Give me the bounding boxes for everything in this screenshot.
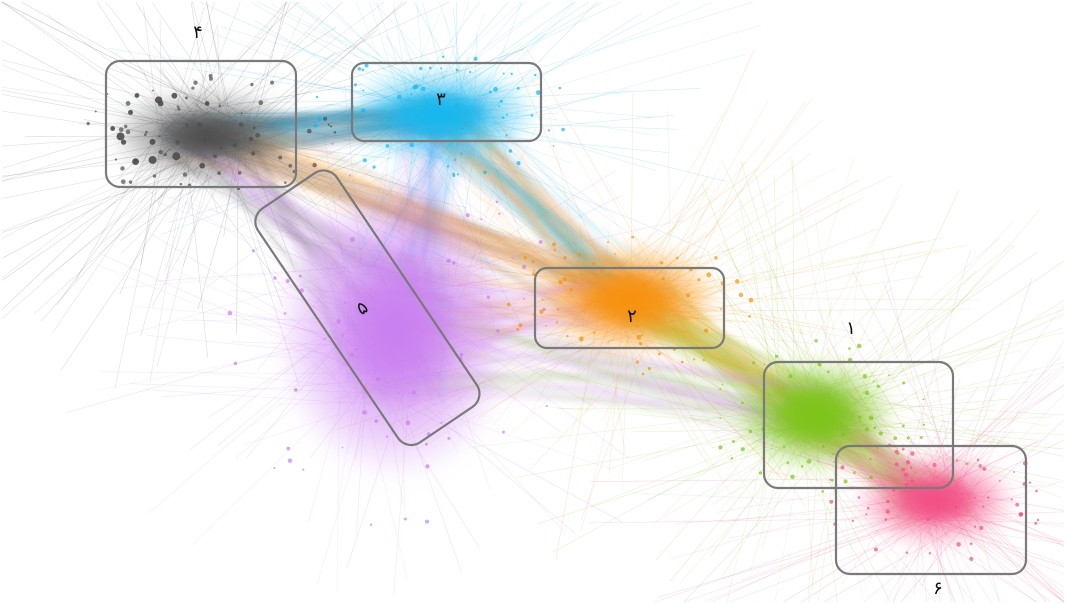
region-box-2: [533, 266, 726, 350]
cluster-hubs: [110, 70, 1015, 545]
region-box-5: [254, 169, 481, 447]
region-box-6: [834, 444, 1028, 576]
region-box-3: [350, 61, 543, 143]
cluster-label-1: ۱: [846, 318, 856, 339]
region-box-4: [104, 59, 298, 189]
cluster-label-2: ۲: [627, 306, 637, 327]
cluster-label-6: ۶: [933, 578, 943, 599]
cluster-label-3: ۳: [436, 89, 446, 110]
graph-nodes: [86, 55, 1040, 562]
region-box-1: [762, 360, 955, 490]
cluster-label-4: ۴: [193, 22, 203, 43]
